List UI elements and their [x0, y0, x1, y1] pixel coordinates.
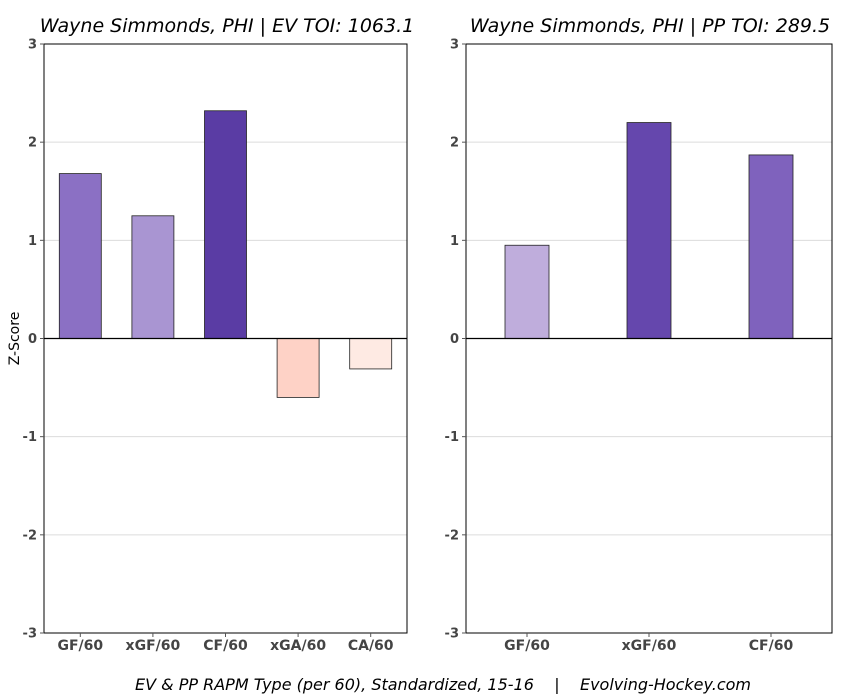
x-tick-label: CA/60	[348, 638, 394, 654]
figure-caption: EV & PP RAPM Type (per 60), Standardized…	[135, 675, 751, 694]
y-tick-label: -1	[445, 430, 459, 445]
x-tick-label: CF/60	[749, 638, 794, 654]
x-tick-label: xGF/60	[126, 638, 181, 654]
bar-gf-60	[504, 244, 550, 339]
bar-xgf-60	[626, 122, 672, 339]
x-tick-label: xGA/60	[270, 638, 326, 654]
chart-title: Wayne Simmonds, PHI | PP TOI: 289.5	[470, 15, 830, 37]
bar-cf-60	[204, 110, 247, 339]
y-tick-label: 3	[450, 38, 459, 53]
y-tick-label: 3	[28, 38, 37, 53]
bar-ca-60	[349, 338, 393, 370]
y-tick-label: 0	[450, 332, 459, 347]
x-tick-label: CF/60	[203, 638, 248, 654]
ev-rapm-chart: -3 -2 -1 0 1 2 3 GF/60 xGF/60 CF/60 xGA/60 CA/60 Way…	[7, 15, 414, 654]
y-tick-label: -2	[445, 528, 459, 543]
bar-cf-60	[748, 154, 794, 339]
y-tick-label: 1	[28, 234, 37, 249]
bar-xga-60	[276, 338, 320, 398]
y-tick-label: 2	[450, 136, 459, 151]
x-tick-label: GF/60	[504, 638, 550, 654]
y-tick-label: 1	[450, 234, 459, 249]
chart-title: Wayne Simmonds, PHI | EV TOI: 1063.1	[40, 15, 414, 37]
y-tick-label: -1	[23, 430, 37, 445]
x-tick-label: GF/60	[57, 638, 103, 654]
y-tick-label: 2	[28, 136, 37, 151]
y-tick-label: -3	[445, 627, 459, 642]
bar-gf-60	[58, 173, 102, 339]
bar-xgf-60	[131, 215, 175, 339]
y-tick-label: 0	[28, 332, 37, 347]
y-tick-label: -3	[23, 627, 37, 642]
x-tick-label: xGF/60	[622, 638, 677, 654]
y-axis-label: Z-Score	[7, 312, 23, 366]
pp-rapm-chart: -3 -2 -1 0 1 2 3 GF/60 xGF/60 CF/60 Wayne Simmonds…	[445, 15, 833, 654]
y-tick-label: -2	[23, 528, 37, 543]
